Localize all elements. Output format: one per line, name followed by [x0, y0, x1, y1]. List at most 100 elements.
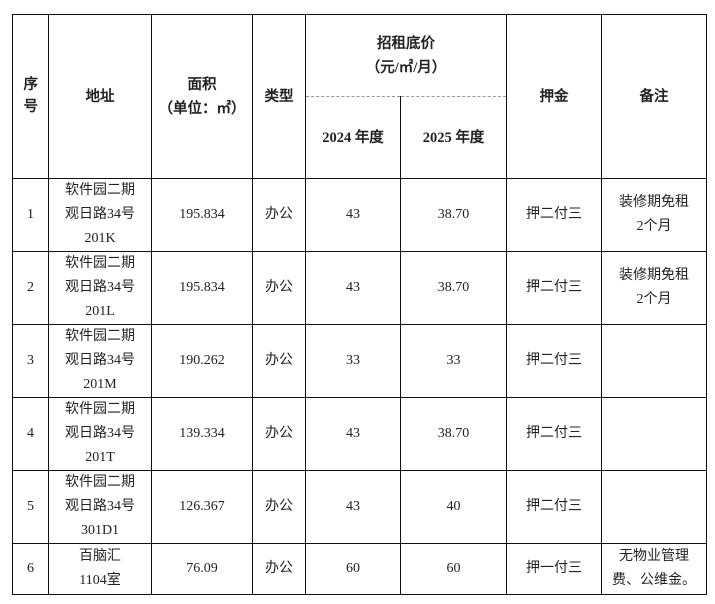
rental-table: 序号 地址 面积 （单位：㎡） 类型 招租底价 （元/㎡/月） 押金 备注 2024…	[12, 14, 707, 595]
cell-remarks-line: 2个月	[636, 219, 672, 234]
cell-address: 软件园二期 观日路34号 201M	[48, 324, 152, 398]
cell-address-line: 百脑汇	[79, 549, 121, 564]
table-row: 2 软件园二期 观日路34号 201L 195.834 办公 43 38.70 押二付三 装修期免…	[12, 251, 707, 325]
cell-remarks	[601, 470, 707, 544]
cell-address-line: 301D1	[80, 523, 120, 538]
cell-price-2025-line: 38.70	[437, 426, 470, 441]
cell-seq: 5	[12, 470, 49, 544]
cell-seq: 4	[12, 397, 49, 471]
cell-remarks-line: 2个月	[636, 292, 672, 307]
cell-type-line: 办公	[265, 353, 293, 368]
cell-address-line: 201K	[84, 231, 116, 246]
cell-price-2025: 60	[400, 543, 507, 595]
header-remarks: 备注	[601, 14, 707, 179]
cell-price-2025-line: 38.70	[437, 280, 470, 295]
header-type: 类型	[252, 14, 306, 179]
cell-area-line: 126.367	[179, 499, 225, 514]
cell-address: 百脑汇 1104室	[48, 543, 152, 595]
cell-type-line: 办公	[265, 499, 293, 514]
cell-deposit-line: 押二付三	[526, 353, 582, 368]
table-row: 6 百脑汇 1104室 76.09 办公 60 60 押一付三 无物业管理 费、公维金。	[12, 543, 707, 595]
cell-remarks-line: 装修期免租	[619, 268, 689, 283]
cell-seq-line: 5	[27, 499, 34, 514]
cell-address-line: 软件园二期	[65, 183, 135, 198]
table-row: 5 软件园二期观日路34号 301D1 126.367 办公 43 40 押二付三	[12, 470, 707, 544]
cell-address-line: 观日路34号	[65, 499, 135, 514]
cell-remarks	[601, 324, 707, 398]
cell-price-2025-line: 33	[446, 353, 461, 368]
cell-type-line: 办公	[265, 426, 293, 441]
cell-deposit-line: 押二付三	[526, 426, 582, 441]
cell-remarks-line: 装修期免租	[619, 195, 689, 210]
cell-deposit-line: 押二付三	[526, 499, 582, 514]
cell-address: 软件园二期 观日路34号 201T	[48, 397, 152, 471]
cell-address-line: 观日路34号	[65, 426, 135, 441]
cell-seq-line: 1	[27, 207, 34, 222]
cell-remarks: 无物业管理 费、公维金。	[601, 543, 707, 595]
cell-deposit-line: 押二付三	[526, 280, 582, 295]
cell-price-2025: 38.70	[400, 251, 507, 325]
table-row: 1 软件园二期 观日路34号 201K 195.834 办公 43 38.70 押二付三 装修期免…	[12, 178, 707, 252]
header-deposit: 押金	[506, 14, 602, 179]
cell-area: 195.834	[151, 178, 253, 252]
cell-deposit-line: 押二付三	[526, 207, 582, 222]
cell-area: 126.367	[151, 470, 253, 544]
cell-area: 195.834	[151, 251, 253, 325]
cell-seq: 1	[12, 178, 49, 252]
cell-address-line: 软件园二期	[65, 475, 135, 490]
cell-price-2024: 43	[305, 251, 401, 325]
cell-price-2024: 33	[305, 324, 401, 398]
cell-area-line: 195.834	[179, 280, 225, 295]
cell-price-2025-line: 40	[446, 499, 461, 514]
cell-seq: 2	[12, 251, 49, 325]
table-row: 3 软件园二期 观日路34号 201M 190.262 办公 33 33 押二付三	[12, 324, 707, 398]
cell-type: 办公	[252, 470, 306, 544]
cell-type: 办公	[252, 324, 306, 398]
cell-type-line: 办公	[265, 280, 293, 295]
cell-price-2025: 38.70	[400, 178, 507, 252]
cell-deposit: 押二付三	[506, 397, 602, 471]
cell-type: 办公	[252, 178, 306, 252]
cell-address-line: 201T	[85, 450, 115, 465]
cell-price-2024-line: 43	[346, 280, 360, 295]
cell-price-2024-line: 43	[346, 499, 360, 514]
cell-seq: 3	[12, 324, 49, 398]
cell-remarks	[601, 397, 707, 471]
cell-deposit: 押二付三	[506, 470, 602, 544]
cell-type: 办公	[252, 397, 306, 471]
cell-remarks-line: 无物业管理	[619, 549, 689, 564]
cell-type: 办公	[252, 543, 306, 595]
cell-price-2024: 43	[305, 397, 401, 471]
cell-type: 办公	[252, 251, 306, 325]
cell-address-line: 观日路34号	[65, 280, 135, 295]
cell-price-2024-line: 43	[346, 207, 360, 222]
cell-type-line: 办公	[265, 207, 293, 222]
cell-address-line: 201M	[83, 377, 117, 392]
cell-type-line: 办公	[265, 561, 293, 576]
cell-deposit: 押二付三	[506, 251, 602, 325]
cell-deposit: 押二付三	[506, 178, 602, 252]
cell-price-2024: 60	[305, 543, 401, 595]
cell-address-line: 软件园二期	[65, 329, 135, 344]
header-address: 地址	[48, 14, 152, 179]
cell-price-2024: 43	[305, 470, 401, 544]
cell-area-line: 139.334	[179, 426, 225, 441]
table-row: 4 软件园二期 观日路34号 201T 139.334 办公 43 38.70 押二付三	[12, 397, 707, 471]
cell-remarks: 装修期免租 2个月	[601, 178, 707, 252]
cell-address: 软件园二期 观日路34号 201K	[48, 178, 152, 252]
cell-seq-line: 6	[27, 561, 34, 576]
cell-price-2025: 40	[400, 470, 507, 544]
cell-area: 139.334	[151, 397, 253, 471]
header-area: 面积 （单位：㎡）	[151, 14, 253, 179]
cell-area-line: 76.09	[186, 561, 218, 576]
cell-price-2024-line: 43	[346, 426, 360, 441]
cell-price-2024-line: 33	[346, 353, 360, 368]
cell-seq-line: 4	[27, 426, 34, 441]
cell-area-line: 190.262	[179, 353, 225, 368]
cell-deposit: 押一付三	[506, 543, 602, 595]
cell-seq: 6	[12, 543, 49, 595]
cell-remarks: 装修期免租 2个月	[601, 251, 707, 325]
cell-price-2025: 38.70	[400, 397, 507, 471]
cell-seq-line: 3	[27, 353, 34, 368]
header-seq: 序号	[12, 14, 49, 179]
